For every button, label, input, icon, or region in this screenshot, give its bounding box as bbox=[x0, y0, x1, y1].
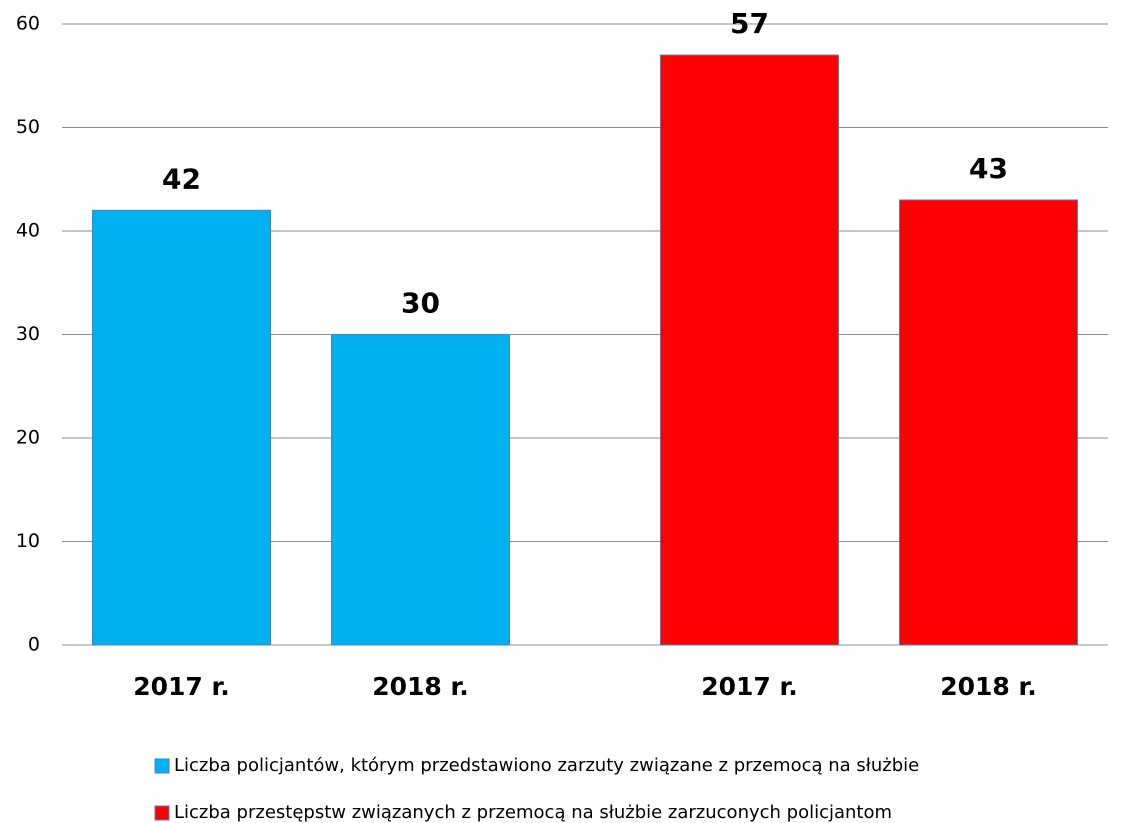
legend-swatch bbox=[154, 805, 170, 821]
x-tick-label: 2018 r. bbox=[372, 672, 469, 701]
legend-label: Liczba przestępstw związanych z przemocą… bbox=[174, 802, 892, 823]
x-tick-label: 2018 r. bbox=[940, 672, 1037, 701]
data-label: 57 bbox=[730, 7, 769, 40]
legend-label: Liczba policjantów, którym przedstawiono… bbox=[174, 755, 919, 776]
x-tick-label: 2017 r. bbox=[701, 672, 798, 701]
legend-swatch bbox=[154, 758, 170, 774]
y-tick-label: 10 bbox=[16, 530, 40, 552]
y-tick-label: 60 bbox=[16, 13, 40, 35]
y-tick-label: 0 bbox=[28, 634, 40, 656]
bar bbox=[331, 334, 510, 646]
data-label: 42 bbox=[162, 162, 201, 195]
data-label: 43 bbox=[969, 152, 1008, 185]
x-tick-label: 2017 r. bbox=[133, 672, 230, 701]
y-tick-label: 50 bbox=[16, 116, 40, 138]
y-tick-label: 40 bbox=[16, 220, 40, 242]
bar bbox=[660, 54, 839, 646]
bar bbox=[899, 199, 1078, 646]
data-label: 30 bbox=[401, 287, 440, 320]
y-tick-label: 30 bbox=[16, 323, 40, 345]
bar bbox=[92, 209, 271, 646]
y-tick-label: 20 bbox=[16, 427, 40, 449]
